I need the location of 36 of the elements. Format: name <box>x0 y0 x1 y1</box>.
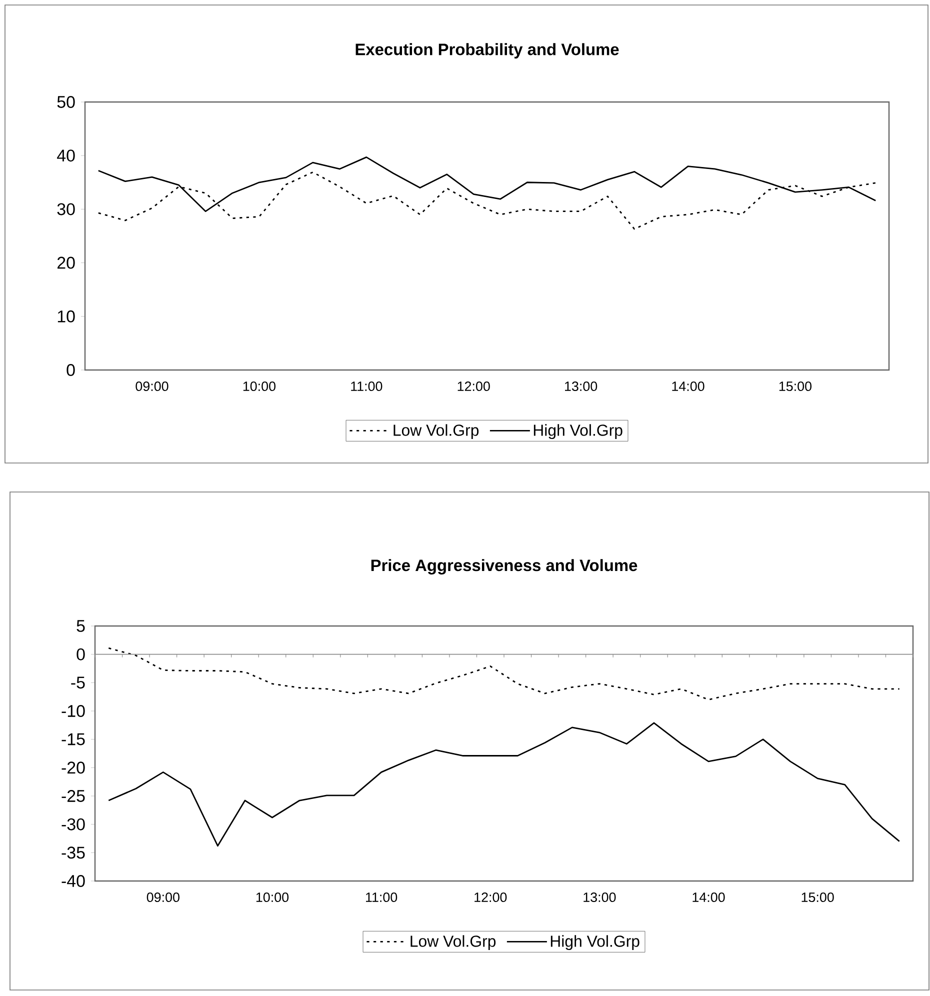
x-tick-label: 10:00 <box>256 892 289 902</box>
chart-title: Price Aggressiveness and Volume <box>371 559 638 574</box>
x-tick-label: 15:00 <box>779 382 812 392</box>
x-tick-label: 09:00 <box>146 892 180 902</box>
x-tick-label: 15:00 <box>802 892 834 902</box>
legend-label: High Vol.Grp <box>550 935 640 950</box>
y-tick-label: -40 <box>62 874 85 887</box>
legend-label: Low Vol.Grp <box>410 935 496 950</box>
x-tick-label: 13:00 <box>565 382 598 392</box>
x-tick-label: 10:00 <box>243 382 276 392</box>
legend-label: Low Vol.Grp <box>394 424 479 440</box>
y-tick-label: 0 <box>76 648 85 660</box>
y-tick-label: -15 <box>62 733 85 746</box>
x-tick-label: 14:00 <box>672 382 704 392</box>
x-tick-label: 14:00 <box>692 892 725 902</box>
y-tick-label: -25 <box>62 790 85 802</box>
x-tick-label: 12:00 <box>458 382 490 392</box>
x-tick-label: 11:00 <box>366 892 398 902</box>
y-tick-label: 50 <box>57 96 75 108</box>
y-tick-label: 30 <box>57 203 75 216</box>
chart-title: Execution Probability and Volume <box>356 43 619 58</box>
legend-label: High Vol.Grp <box>534 424 622 440</box>
x-tick-label: 13:00 <box>584 892 616 902</box>
y-tick-label: -20 <box>62 762 85 774</box>
y-tick-label: 5 <box>76 620 85 632</box>
y-tick-label: -30 <box>62 818 85 830</box>
y-tick-label: 20 <box>58 256 75 269</box>
x-tick-label: 12:00 <box>474 892 507 902</box>
y-tick-label: -5 <box>71 676 85 689</box>
y-tick-label: 0 <box>66 364 75 376</box>
y-tick-label: 10 <box>58 310 75 322</box>
x-tick-label: 09:00 <box>136 382 168 392</box>
y-tick-label: -35 <box>62 846 85 859</box>
y-tick-label: 40 <box>57 150 75 162</box>
y-tick-label: -10 <box>62 704 85 717</box>
x-tick-label: 11:00 <box>351 382 382 392</box>
